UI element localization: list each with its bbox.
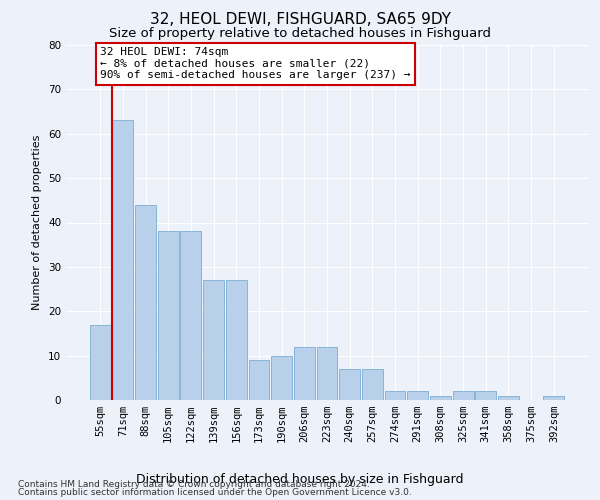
Bar xyxy=(203,280,224,400)
Text: 32 HEOL DEWI: 74sqm
← 8% of detached houses are smaller (22)
90% of semi-detache: 32 HEOL DEWI: 74sqm ← 8% of detached hou… xyxy=(100,47,411,80)
Bar xyxy=(112,120,133,400)
Bar xyxy=(158,232,179,400)
Bar xyxy=(294,347,315,400)
Text: Size of property relative to detached houses in Fishguard: Size of property relative to detached ho… xyxy=(109,28,491,40)
Bar xyxy=(475,391,496,400)
Y-axis label: Number of detached properties: Number of detached properties xyxy=(32,135,43,310)
Bar xyxy=(181,232,202,400)
Bar xyxy=(317,347,337,400)
Text: Contains HM Land Registry data © Crown copyright and database right 2024.: Contains HM Land Registry data © Crown c… xyxy=(18,480,370,489)
Bar xyxy=(135,205,156,400)
Text: Contains public sector information licensed under the Open Government Licence v3: Contains public sector information licen… xyxy=(18,488,412,497)
Bar xyxy=(90,324,110,400)
Bar xyxy=(339,369,360,400)
Bar xyxy=(362,369,383,400)
Bar xyxy=(544,396,564,400)
Bar xyxy=(248,360,269,400)
Bar xyxy=(452,391,473,400)
Bar xyxy=(385,391,406,400)
Bar xyxy=(430,396,451,400)
Bar xyxy=(226,280,247,400)
Text: 32, HEOL DEWI, FISHGUARD, SA65 9DY: 32, HEOL DEWI, FISHGUARD, SA65 9DY xyxy=(149,12,451,28)
Text: Distribution of detached houses by size in Fishguard: Distribution of detached houses by size … xyxy=(136,472,464,486)
Bar xyxy=(407,391,428,400)
Bar xyxy=(271,356,292,400)
Bar xyxy=(498,396,519,400)
